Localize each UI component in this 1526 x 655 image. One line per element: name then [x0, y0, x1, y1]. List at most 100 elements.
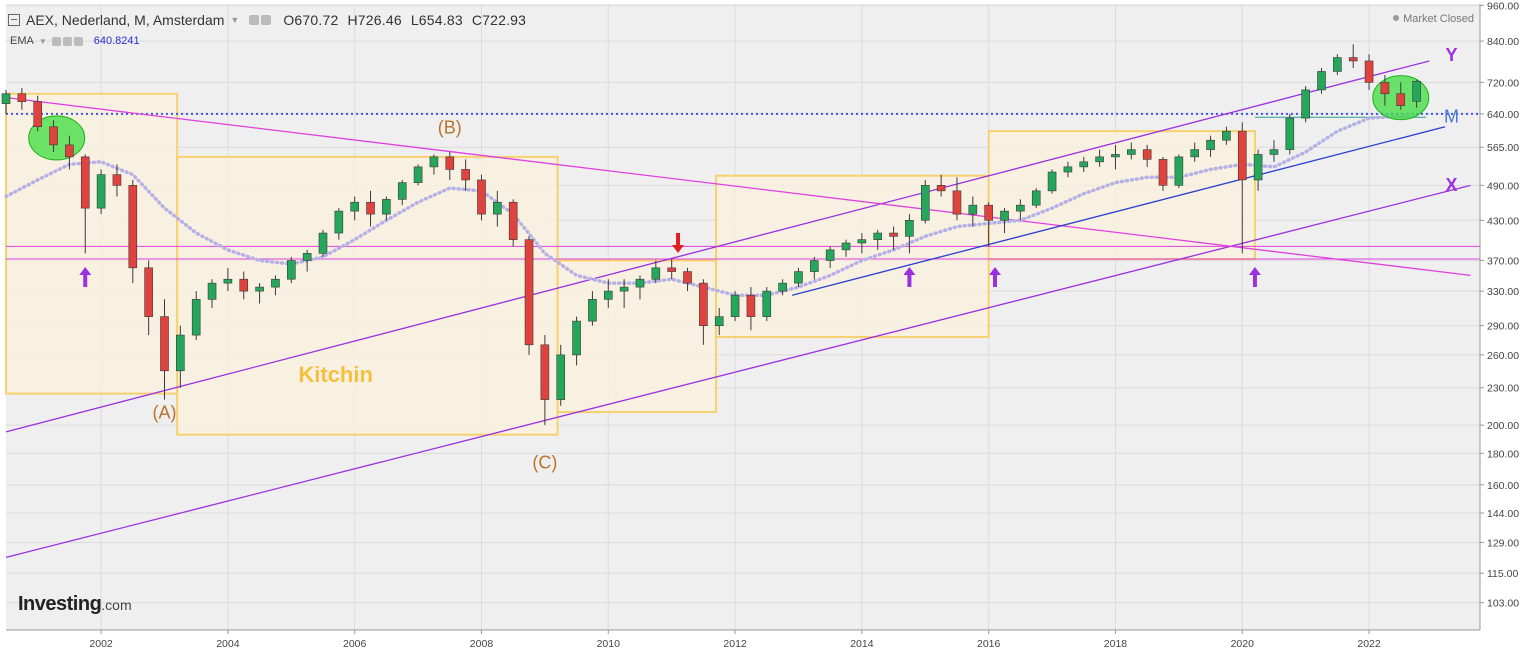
chevron-down-icon[interactable]: ▼	[38, 36, 47, 46]
candle-body	[508, 201, 518, 240]
candle	[984, 202, 993, 247]
candle-body	[493, 201, 502, 215]
candle-body	[794, 271, 803, 284]
candle	[1, 89, 11, 114]
up-arrow-icon	[989, 267, 1002, 288]
candle	[1412, 79, 1421, 108]
down-arrow-icon	[672, 233, 685, 254]
candle-body	[96, 174, 106, 209]
candle	[667, 259, 676, 280]
market-status: Market Closed	[1393, 13, 1474, 25]
candle	[651, 260, 661, 284]
candle	[1190, 142, 1200, 162]
y-tick-label: 490.00	[1487, 180, 1519, 192]
candle	[905, 214, 914, 254]
chart-header: AEX, Nederland, M, Amsterdam ▼ O670.72 H7…	[8, 12, 535, 28]
x-tick-label: 2002	[89, 638, 113, 650]
candle-body	[1206, 139, 1215, 150]
candle-body	[825, 249, 835, 261]
candle	[1364, 54, 1374, 90]
y-tick-label: 430.00	[1487, 215, 1519, 227]
indicator-value: 640.8241	[93, 35, 140, 47]
candle-body	[382, 199, 391, 215]
candle-body	[397, 182, 407, 200]
candle-body	[857, 239, 867, 244]
collapse-icon[interactable]	[8, 14, 20, 26]
candle-body	[873, 232, 883, 240]
candle	[191, 291, 201, 340]
candle-body	[239, 278, 249, 292]
candle-body	[1285, 117, 1295, 150]
y-tick-label: 565.00	[1487, 142, 1519, 154]
status-dot-icon	[1393, 15, 1400, 21]
candle-body	[302, 253, 312, 261]
candle	[350, 196, 359, 221]
candle-body	[49, 126, 58, 146]
candle	[746, 287, 756, 331]
candle-body	[540, 344, 550, 400]
indicator-legend: EMA ▼ 640.8241	[10, 35, 140, 47]
candle	[318, 229, 328, 257]
candle-body	[1237, 130, 1247, 181]
y-tick-label: 200.00	[1487, 420, 1519, 432]
candle-body	[223, 278, 233, 284]
candle-body	[1333, 57, 1342, 72]
y-tick-label: 144.00	[1487, 508, 1519, 520]
candle	[588, 291, 597, 326]
candle	[493, 190, 502, 227]
candle-body	[1174, 156, 1184, 186]
up-arrow-icon	[79, 267, 92, 288]
candle	[572, 316, 581, 366]
x-tick-label: 2008	[470, 638, 494, 650]
candle	[96, 169, 106, 215]
candle	[1333, 54, 1342, 76]
candle	[635, 275, 645, 300]
candle-body	[445, 156, 455, 170]
market-status-text: Market Closed	[1403, 13, 1474, 25]
candle-body	[841, 242, 851, 251]
candle	[936, 174, 946, 197]
candle	[683, 267, 692, 292]
candle	[762, 287, 772, 322]
candle	[160, 299, 169, 400]
candle	[1031, 188, 1041, 209]
candle-body	[144, 267, 153, 317]
y-tick-label: 160.00	[1487, 480, 1519, 492]
open-value: O670.72	[283, 12, 339, 28]
candle	[1079, 156, 1089, 173]
candle	[1174, 154, 1184, 189]
candle-body	[1348, 57, 1358, 62]
trendline-magenta-down	[5, 97, 1471, 277]
candle-body	[1127, 149, 1136, 155]
candle-body	[334, 210, 344, 234]
y-tick-label: 115.00	[1487, 568, 1518, 580]
chevron-down-icon[interactable]: ▼	[230, 15, 240, 25]
settings-icon[interactable]	[249, 15, 272, 25]
candle-body	[968, 204, 978, 215]
candle	[255, 283, 264, 304]
candle	[33, 95, 42, 132]
candle-body	[366, 201, 375, 215]
y-tick-label: 290.00	[1487, 321, 1519, 333]
candle	[1237, 122, 1247, 254]
candle-body	[160, 316, 169, 372]
candle	[889, 226, 898, 250]
candle	[556, 344, 566, 406]
instrument-title[interactable]: AEX, Nederland, M, Amsterdam	[26, 12, 225, 28]
candle-body	[477, 179, 486, 215]
candle	[286, 256, 296, 284]
annotation-label: Y	[1445, 45, 1457, 65]
cycle-box	[176, 155, 559, 436]
annotation-label: (A)	[152, 403, 176, 423]
indicator-name[interactable]: EMA	[10, 35, 34, 47]
y-tick-label: 720.00	[1487, 77, 1519, 89]
x-tick-label: 2016	[977, 638, 1001, 650]
candle-body	[524, 239, 534, 346]
candle	[271, 275, 280, 296]
candle-body	[1253, 154, 1263, 181]
candle-body	[1158, 159, 1168, 186]
candle	[1111, 144, 1120, 170]
indicator-settings-icon[interactable]	[51, 36, 83, 46]
